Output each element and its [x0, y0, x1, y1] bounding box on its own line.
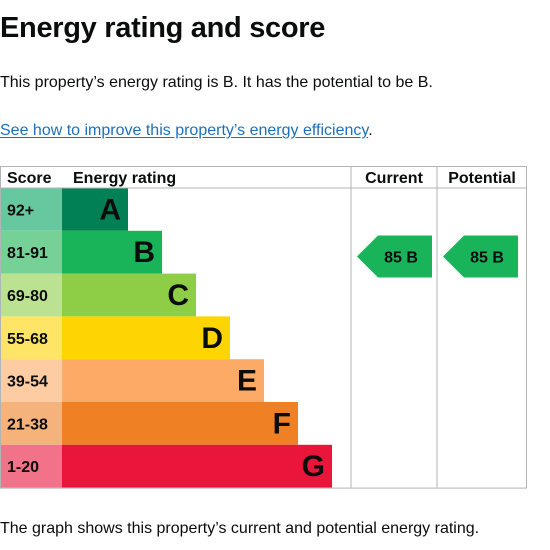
score-label: 69-80: [7, 288, 48, 305]
rating-letter: C: [167, 279, 189, 312]
improve-paragraph: See how to improve this property’s energ…: [0, 122, 373, 140]
current-rating-arrow-label: 85 B: [384, 249, 418, 266]
rating-bar-e: [62, 359, 264, 402]
score-cell-c: [0, 273, 63, 317]
rating-bar-c: [62, 273, 196, 317]
current-rating-arrow: [357, 235, 432, 278]
score-label: 81-91: [7, 245, 48, 262]
energy-rating-chart: 92+ A 81-91 B 69-80 C 55-68 D 39-54 E 21-38 F 1-20 G S…: [0, 166, 528, 490]
rating-bar-g: [62, 444, 332, 488]
score-cell-a: [0, 188, 63, 231]
chart-border: [0, 166, 527, 489]
rating-letter: F: [273, 407, 291, 440]
potential-column-header: Potential: [448, 170, 516, 187]
improve-efficiency-link[interactable]: See how to improve this property’s energ…: [0, 122, 369, 139]
score-label: 21-38: [7, 416, 48, 433]
score-cell-g: [0, 444, 63, 488]
score-label: 1-20: [7, 459, 39, 476]
score-column-header: Score: [7, 170, 52, 187]
rating-letter: A: [99, 193, 121, 226]
energy-rating-graph: 92+ A 81-91 B 69-80 C 55-68 D 39-54 E 21-38 F 1-20 G S…: [0, 166, 527, 489]
score-label: 39-54: [7, 374, 48, 391]
score-cell-d: [0, 316, 63, 360]
score-cell-b: [0, 230, 63, 274]
graph-caption: The graph shows this property’s current …: [0, 520, 480, 537]
score-label: 55-68: [7, 331, 48, 348]
rating-letter: D: [201, 322, 223, 355]
potential-rating-arrow: [443, 235, 518, 278]
score-cell-e: [0, 359, 63, 402]
rating-bar-d: [62, 316, 230, 360]
score-label: 92+: [7, 202, 34, 219]
score-cell-f: [0, 402, 63, 445]
rating-bar-b: [62, 230, 162, 274]
rating-bar-a: [62, 188, 128, 231]
rating-column-header: Energy rating: [73, 170, 176, 187]
rating-letter: G: [302, 450, 325, 483]
current-column-header: Current: [365, 170, 423, 187]
potential-rating-arrow-label: 85 B: [470, 249, 504, 266]
rating-letter: E: [237, 365, 257, 398]
page-title: Energy rating and score: [0, 12, 326, 44]
rating-bar-f: [62, 402, 298, 445]
rating-letter: B: [133, 236, 155, 269]
improve-link-suffix: .: [368, 122, 373, 139]
rating-summary: This property’s energy rating is B. It h…: [0, 74, 433, 91]
